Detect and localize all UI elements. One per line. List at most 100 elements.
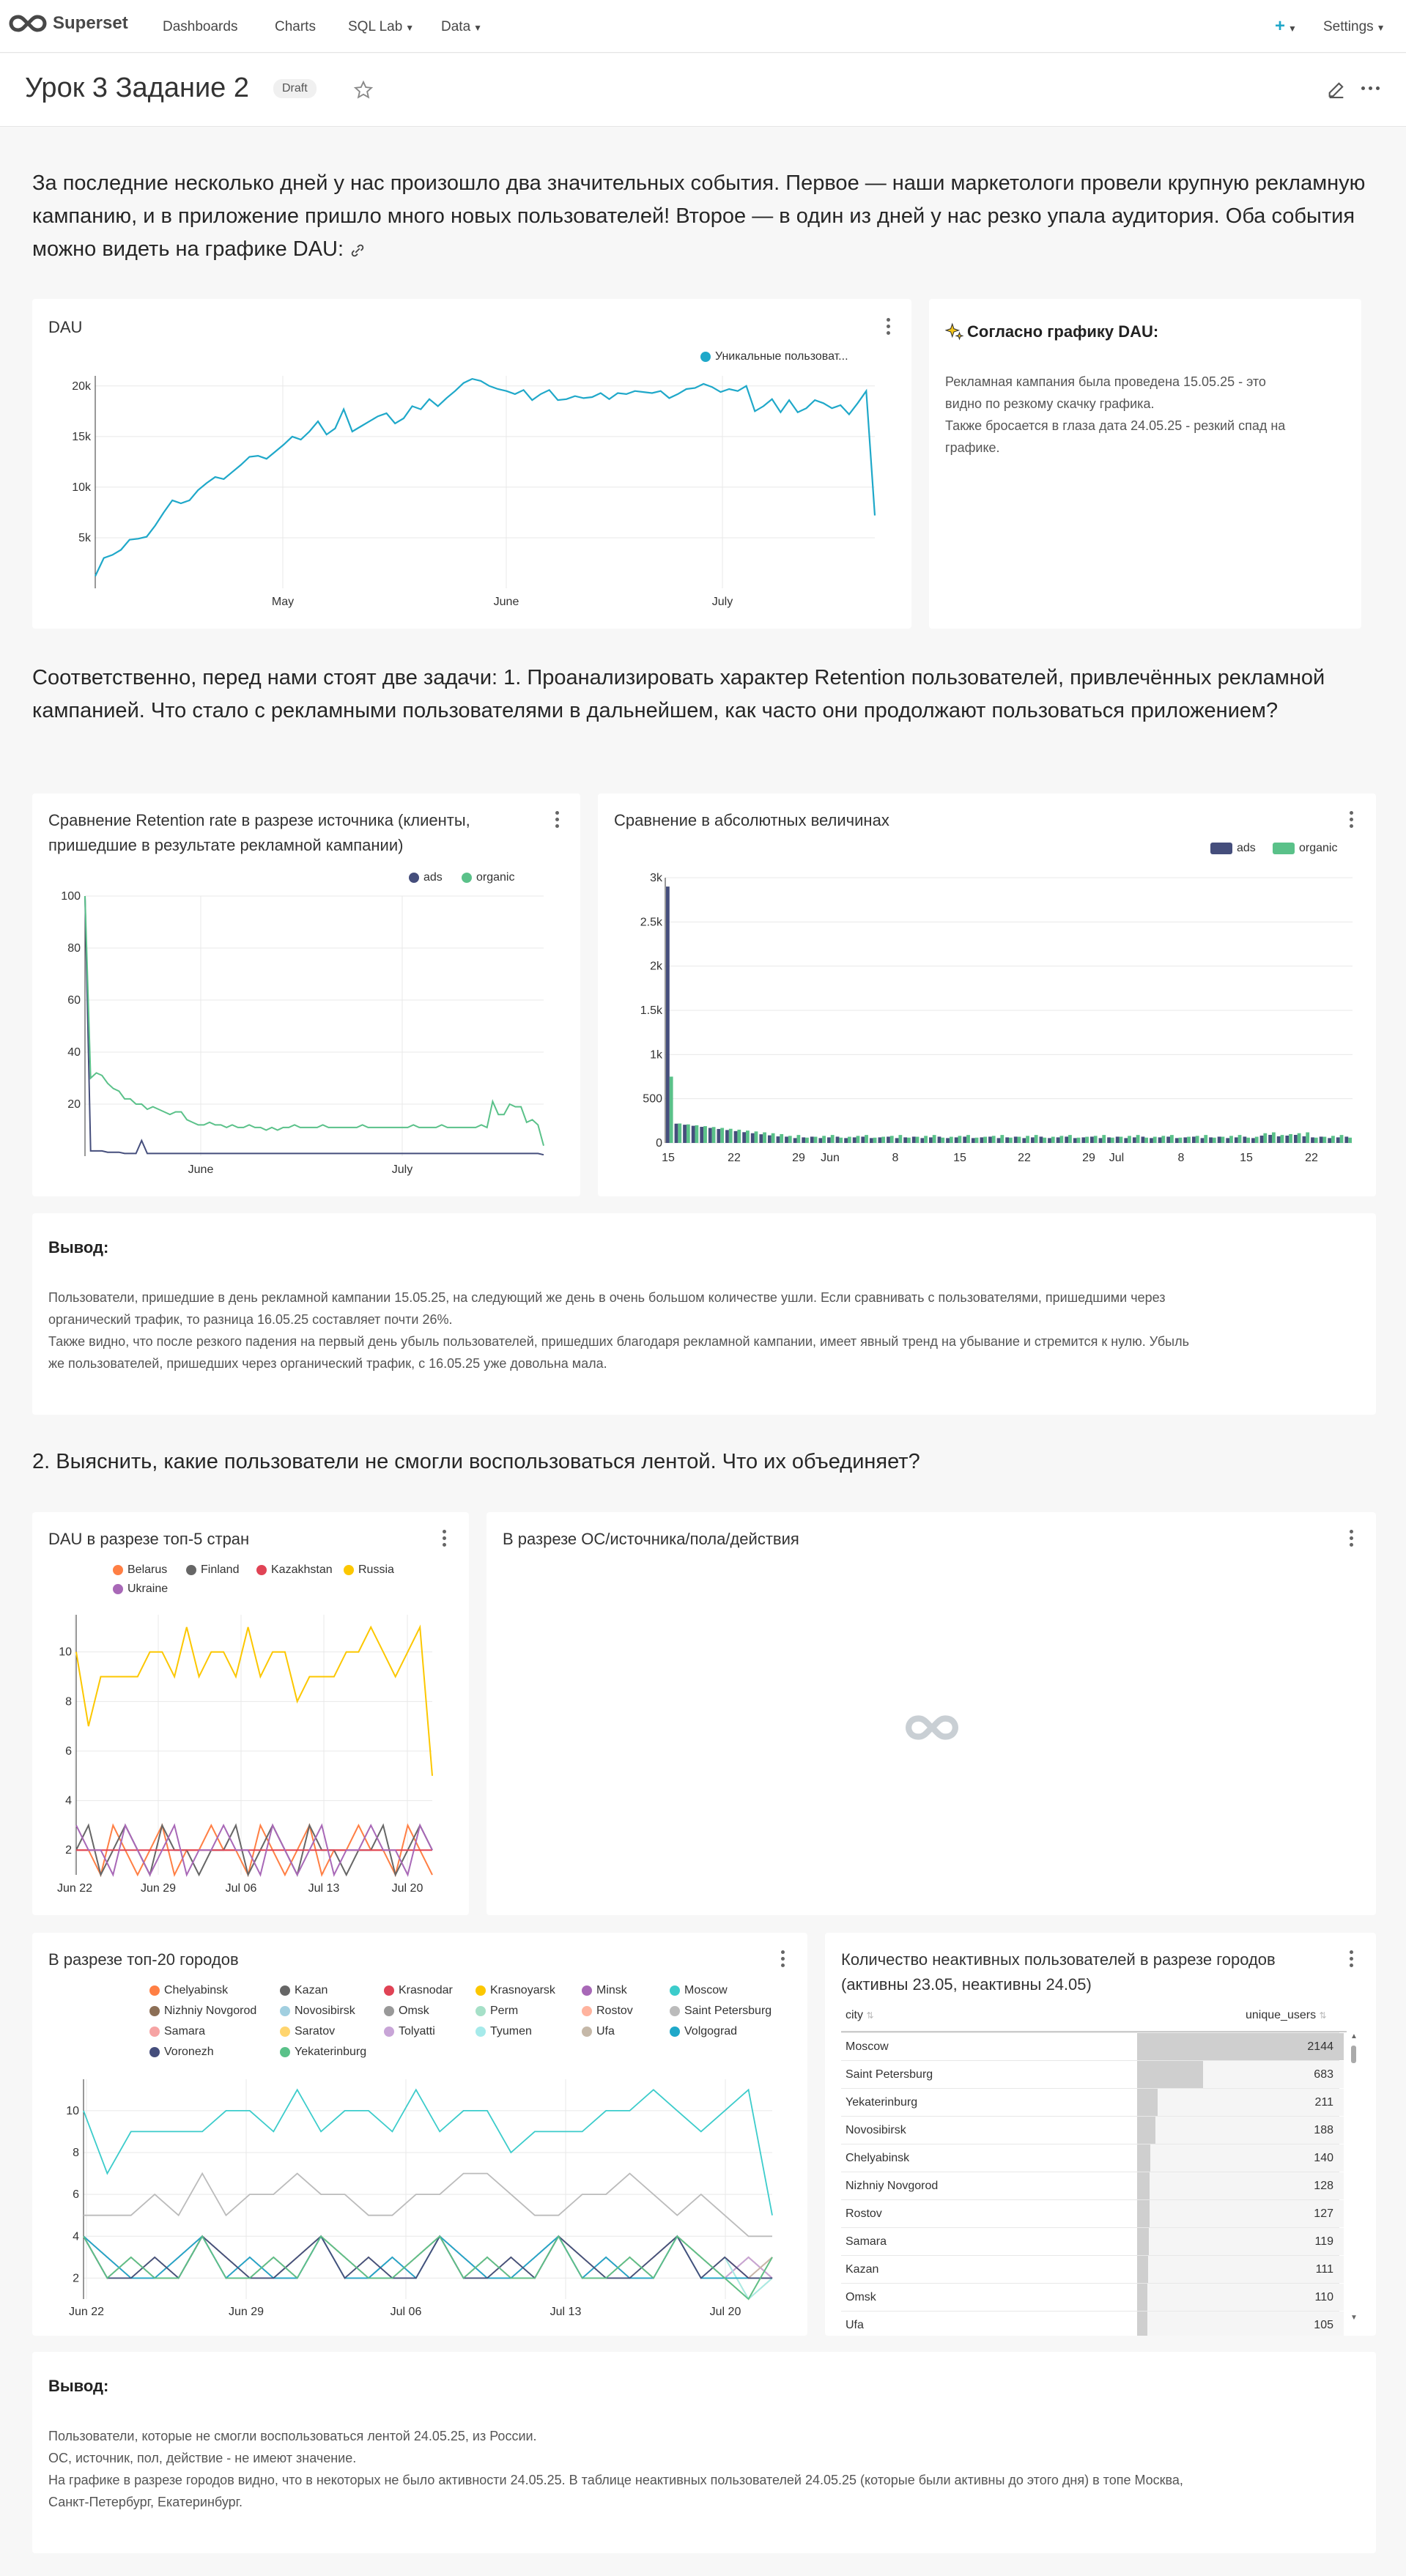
absolute-chart[interactable]: 0 500 1k 1.5k 2k 2.5k 3k 15 22 29 Jun 8 15 22 29 Jul 8 15… <box>598 793 1376 1196</box>
legend-ads[interactable]: ads <box>409 871 443 884</box>
cities-chart[interactable]: 2 4 6 8 10 Jun 22 Jun 29 Jul 06 Jul 13 Jul 20 <box>32 1933 807 2336</box>
table-row[interactable]: Omsk 110 <box>841 2283 1344 2311</box>
bar-ads <box>1328 1138 1332 1143</box>
x-tick-label: 29 <box>792 1152 805 1164</box>
legend-item[interactable]: Tyumen <box>476 2025 532 2038</box>
legend-marker <box>149 2006 160 2016</box>
new-menu[interactable]: + ▼ <box>1275 16 1297 37</box>
bar-ads <box>1115 1136 1120 1143</box>
y-tick-label: 2 <box>65 1844 72 1857</box>
legend-item[interactable]: Kazan <box>280 1984 328 1997</box>
table-row[interactable]: Novosibirsk 188 <box>841 2116 1344 2144</box>
table-body[interactable]: Moscow 2144 Saint Petersburg 683 Yekaterinbu… <box>841 2032 1347 2336</box>
legend-item[interactable]: Ukraine <box>113 1583 168 1596</box>
settings-menu[interactable]: Settings ▼ <box>1323 19 1385 35</box>
legend-item[interactable]: Minsk <box>582 1984 627 1997</box>
bar-organic <box>703 1126 707 1143</box>
table-row[interactable]: Rostov 127 <box>841 2199 1344 2227</box>
table-row[interactable]: Ufa 105 <box>841 2311 1344 2336</box>
legend-ads[interactable]: ads <box>1210 842 1256 855</box>
legend-item[interactable]: Krasnodar <box>384 1984 453 1997</box>
scrollbar-thumb[interactable] <box>1351 2046 1356 2063</box>
legend-item[interactable]: Ufa <box>582 2025 615 2038</box>
chart-title: В разрезе топ-20 городов <box>48 1950 239 1969</box>
bar-organic <box>1339 1135 1344 1143</box>
legend-item[interactable]: Nizhniy Novgorod <box>149 2005 256 2018</box>
table-row[interactable]: Kazan 111 <box>841 2255 1344 2283</box>
chart-menu-icon[interactable] <box>443 1530 448 1552</box>
series-line <box>83 2235 773 2301</box>
table-row[interactable]: Moscow 2144 <box>841 2032 1344 2060</box>
legend-item[interactable]: Russia <box>344 1563 394 1577</box>
y-tick-label: 10 <box>59 1646 72 1659</box>
chart-menu-icon[interactable] <box>1350 1530 1355 1552</box>
chart-legend[interactable]: Уникальные пользоват... <box>700 350 848 363</box>
nav-sql-lab[interactable]: SQL Lab ▼ <box>348 19 414 35</box>
legend-item[interactable]: Finland <box>186 1563 239 1577</box>
legend-item[interactable]: Moscow <box>670 1984 728 1997</box>
scroll-up-icon[interactable]: ▲ <box>1350 2032 1358 2040</box>
plus-icon: + <box>1275 16 1286 36</box>
scroll-down-icon[interactable]: ▼ <box>1350 2314 1358 2322</box>
legend-item[interactable]: Samara <box>149 2025 205 2038</box>
legend-item[interactable]: Voronezh <box>149 2046 214 2059</box>
bar-organic <box>856 1136 860 1143</box>
legend-item[interactable]: Chelyabinsk <box>149 1984 228 1997</box>
legend-item[interactable]: Kazakhstan <box>256 1563 333 1577</box>
legend-organic[interactable]: organic <box>1273 842 1337 855</box>
legend-item[interactable]: Saratov <box>280 2025 335 2038</box>
table-cell-bar-bg <box>1137 2228 1344 2255</box>
table-row[interactable]: Chelyabinsk 140 <box>841 2144 1344 2172</box>
dashboard-title[interactable]: Урок 3 Задание 2 <box>25 73 250 103</box>
top-navbar: Superset Dashboards Charts SQL Lab ▼ Data… <box>0 0 1406 53</box>
legend-item[interactable]: Saint Petersburg <box>670 2005 772 2018</box>
table-row[interactable]: Saint Petersburg 683 <box>841 2060 1344 2088</box>
x-tick-label: June <box>494 596 519 608</box>
link-icon[interactable] <box>349 243 366 259</box>
legend-item[interactable]: Perm <box>476 2005 518 2018</box>
table-cell-bar-bg <box>1137 2089 1344 2116</box>
nav-charts[interactable]: Charts <box>275 19 316 34</box>
legend-item[interactable]: Belarus <box>113 1563 167 1577</box>
y-tick-label: 500 <box>643 1093 662 1106</box>
table-row[interactable]: Nizhniy Novgorod 128 <box>841 2172 1344 2199</box>
scrollbar[interactable]: ▲ ▼ <box>1348 2032 1358 2333</box>
x-tick-label: Jul 06 <box>226 1882 257 1895</box>
nav-dashboards[interactable]: Dashboards <box>163 19 238 34</box>
table-row[interactable]: Yekaterinburg 211 <box>841 2088 1344 2116</box>
legend-item[interactable]: Krasnoyarsk <box>476 1984 555 1997</box>
column-header-city[interactable]: city ⇅ <box>846 2009 874 2022</box>
sparkles-icon <box>945 322 964 341</box>
table-row[interactable]: Samara 119 <box>841 2227 1344 2255</box>
legend-item[interactable]: Tolyatti <box>384 2025 435 2038</box>
series-line <box>83 2235 773 2301</box>
nav-data[interactable]: Data ▼ <box>441 19 482 35</box>
edit-icon[interactable] <box>1326 79 1347 100</box>
table-cell-users: 110 <box>1314 2291 1333 2303</box>
retention-chart[interactable]: 20 40 60 80 100 June July <box>32 793 580 1196</box>
legend-item[interactable]: Rostov <box>582 2005 633 2018</box>
legend-marker <box>384 2027 394 2037</box>
chart-menu-icon[interactable] <box>1350 1950 1355 1972</box>
bar-ads <box>1285 1135 1290 1143</box>
star-icon[interactable] <box>353 80 374 100</box>
bar-ads <box>1243 1136 1247 1143</box>
dau-chart[interactable]: 5k 10k 15k 20k May June July <box>32 299 911 629</box>
legend-item[interactable]: Yekaterinburg <box>280 2046 366 2059</box>
column-header-users[interactable]: unique_users ⇅ <box>1246 2009 1327 2022</box>
x-tick-label: Jul <box>1109 1152 1124 1164</box>
chart-menu-icon[interactable] <box>555 811 561 833</box>
chart-menu-icon[interactable] <box>781 1950 787 1972</box>
bar-organic <box>771 1133 775 1143</box>
chart-menu-icon[interactable] <box>887 318 892 340</box>
legend-organic[interactable]: organic <box>462 871 514 884</box>
bar-organic <box>1144 1137 1149 1143</box>
more-options-icon[interactable] <box>1361 86 1380 90</box>
bar-ads <box>895 1138 899 1143</box>
brand-logo[interactable]: Superset <box>9 13 128 34</box>
chart-menu-icon[interactable] <box>1350 811 1355 833</box>
legend-item[interactable]: Volgograd <box>670 2025 737 2038</box>
countries-chart[interactable]: 2 4 6 8 10 Jun 22 Jun 29 Jul 06 Jul 13 Jul 20 <box>32 1512 469 1915</box>
legend-item[interactable]: Novosibirsk <box>280 2005 355 2018</box>
legend-item[interactable]: Omsk <box>384 2005 429 2018</box>
